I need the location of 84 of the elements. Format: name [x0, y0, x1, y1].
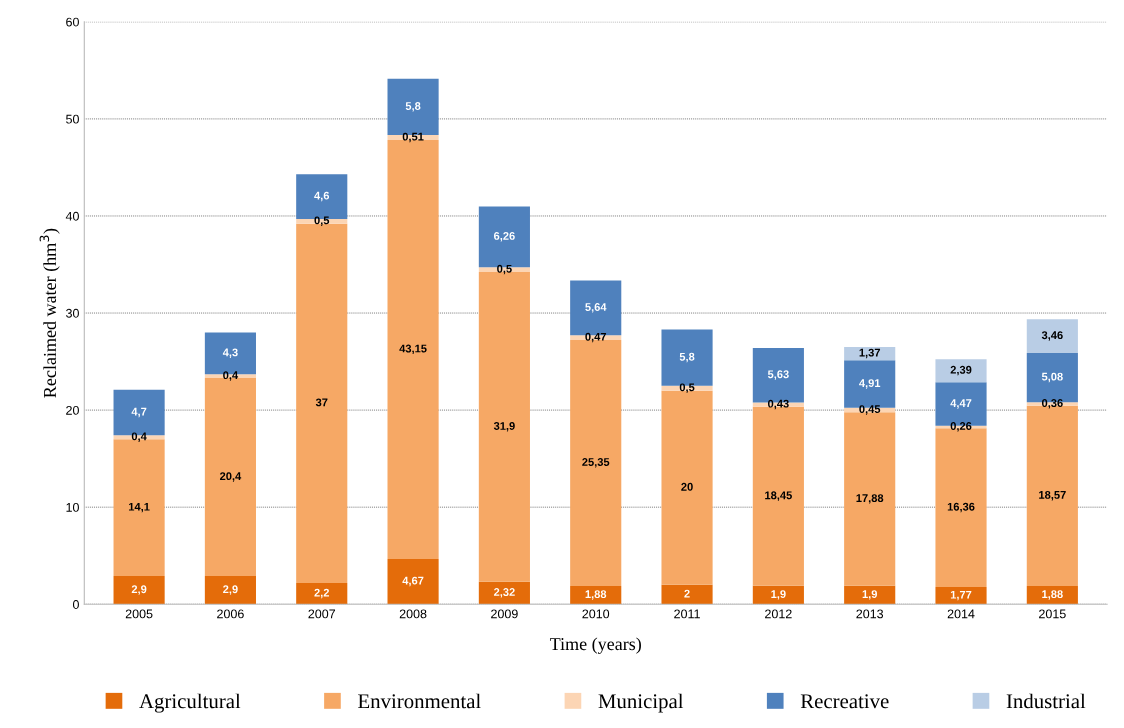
data-label: 3,46	[1041, 331, 1063, 341]
y-axis-title: Reclaimed water (hm$^{3}$)	[39, 228, 60, 398]
data-label: 2,2	[314, 588, 330, 599]
bar	[752, 585, 804, 605]
bar	[844, 585, 896, 605]
data-label: 25,35	[582, 458, 610, 468]
x-tick-label: 2013	[856, 609, 884, 619]
bar	[204, 576, 256, 605]
y-tick-label: 10	[66, 502, 79, 512]
data-label: 2,39	[950, 365, 972, 376]
data-label: 1,88	[585, 590, 607, 600]
x-axis-title: Time (years)	[549, 637, 641, 654]
data-label: 0,43	[768, 399, 789, 410]
data-label: 43,15	[399, 344, 427, 355]
data-label: 20	[681, 482, 693, 491]
bar	[661, 385, 713, 391]
data-label: 0,47	[585, 332, 607, 343]
y-tick-label: 60	[66, 17, 79, 27]
data-label: 37	[315, 398, 328, 407]
x-tick-label: 2006	[217, 609, 244, 619]
data-label: 1,37	[859, 348, 881, 359]
data-label: 18,57	[1039, 490, 1066, 501]
y-tick-label: 30	[66, 308, 79, 318]
data-label: 2,9	[223, 585, 238, 595]
x-tick-label: 2010	[582, 609, 610, 619]
bar	[570, 585, 622, 605]
data-label: 2,9	[131, 585, 147, 595]
data-label: 5,64	[585, 303, 607, 313]
y-tick-label: 20	[66, 405, 79, 415]
data-label: 0,5	[497, 264, 512, 275]
data-label: 16,36	[947, 502, 975, 513]
bar	[1026, 319, 1078, 353]
data-label: 1,88	[1042, 590, 1063, 600]
x-tick-label: 2012	[765, 609, 792, 619]
x-tick-label: 2005	[125, 609, 153, 619]
data-label: 4,6	[314, 191, 330, 202]
data-label: 20,4	[219, 472, 242, 482]
data-label: 5,63	[767, 370, 789, 380]
bar	[935, 587, 987, 605]
data-label: 0,51	[402, 132, 424, 143]
data-label: 6,26	[493, 231, 515, 242]
x-tick-label: 2014	[947, 609, 975, 619]
x-tick-label: 2009	[491, 609, 518, 619]
x-tick-label: 2007	[308, 609, 336, 619]
data-label: 1,9	[771, 590, 786, 600]
data-label: 31,9	[493, 422, 515, 432]
legend-label: Industrial	[1006, 693, 1086, 709]
legend-label: Environmental	[358, 693, 481, 709]
bar	[387, 558, 439, 605]
bar	[113, 576, 165, 605]
bar	[478, 581, 530, 605]
data-label: 1,9	[862, 590, 878, 600]
data-label: 4,91	[859, 379, 881, 389]
bar	[661, 584, 713, 605]
y-tick-label: 50	[66, 114, 79, 124]
x-tick-label: 2008	[399, 609, 427, 619]
legend-label: Municipal	[598, 693, 684, 713]
data-label: 4,67	[402, 576, 424, 587]
bar	[296, 582, 348, 605]
data-label: 18,45	[765, 491, 792, 501]
data-label: 5,8	[679, 352, 695, 363]
data-label: 1,77	[950, 590, 972, 601]
data-label: 0,45	[859, 405, 881, 415]
data-label: 4,7	[131, 407, 147, 418]
data-label: 17,88	[856, 494, 884, 504]
data-label: 0,5	[314, 216, 330, 226]
data-label: 0,4	[131, 432, 147, 442]
data-label: 5,08	[1041, 372, 1063, 383]
legend-label: Recreative	[800, 694, 889, 709]
data-label: 4,3	[222, 348, 238, 358]
y-tick-label: 40	[65, 211, 79, 221]
x-tick-label: 2015	[1039, 609, 1066, 619]
data-label: 0,4	[223, 371, 239, 381]
y-tick-label: 0	[72, 600, 79, 609]
data-label: 14,1	[128, 502, 150, 513]
data-label: 5,8	[405, 102, 421, 112]
data-label: 0,5	[679, 383, 695, 393]
data-label: 2	[684, 589, 690, 598]
data-label: 4,47	[950, 399, 972, 409]
bar	[478, 267, 530, 273]
legend-label: Agricultural	[139, 693, 241, 713]
x-tick-label: 2011	[674, 609, 700, 619]
data-label: 2,32	[493, 588, 515, 598]
bar	[935, 359, 987, 383]
